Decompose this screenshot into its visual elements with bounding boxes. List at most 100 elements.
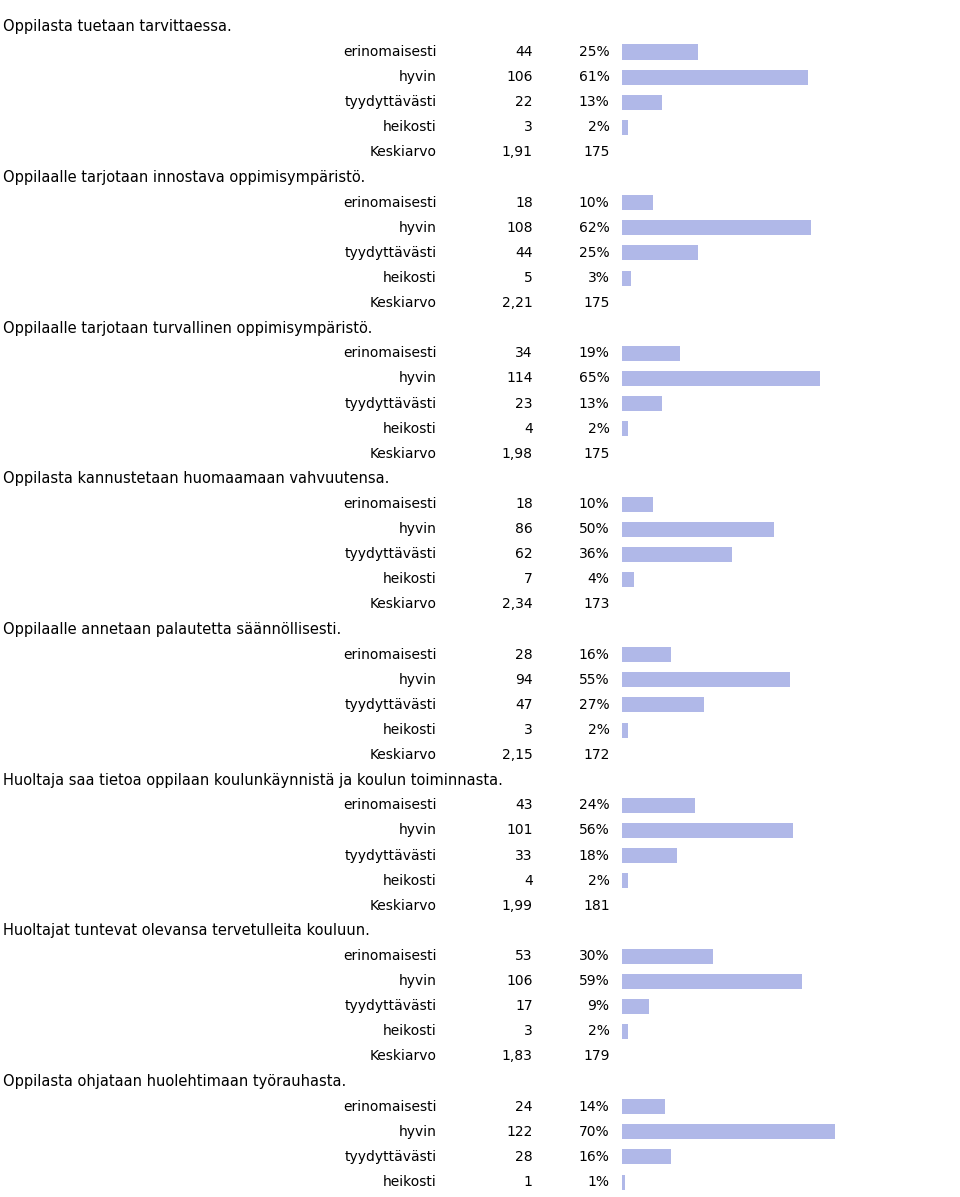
Text: 25%: 25% (579, 245, 610, 260)
Text: 1,98: 1,98 (502, 446, 533, 461)
Text: 2,15: 2,15 (502, 748, 533, 762)
Text: 175: 175 (584, 446, 610, 461)
Text: Huoltaja saa tietoa oppilaan koulunkäynnistä ja koulun toiminnasta.: Huoltaja saa tietoa oppilaan koulunkäynn… (3, 773, 503, 788)
Text: hyvin: hyvin (399, 974, 437, 989)
Text: 22: 22 (516, 96, 533, 109)
Text: 27%: 27% (579, 698, 610, 712)
Text: heikosti: heikosti (383, 572, 437, 587)
Text: heikosti: heikosti (383, 271, 437, 285)
Text: 50%: 50% (579, 522, 610, 536)
Bar (622, 44, 698, 60)
Text: Keskiarvo: Keskiarvo (370, 446, 437, 461)
Bar (622, 195, 653, 211)
Text: heikosti: heikosti (383, 723, 437, 737)
Text: heikosti: heikosti (383, 874, 437, 888)
Text: hyvin: hyvin (399, 824, 437, 838)
Text: erinomaisesti: erinomaisesti (344, 45, 437, 59)
Text: 65%: 65% (579, 371, 610, 385)
Text: 13%: 13% (579, 396, 610, 411)
Text: 16%: 16% (579, 1150, 610, 1163)
Bar (622, 522, 775, 536)
Text: 4: 4 (524, 421, 533, 436)
Text: heikosti: heikosti (383, 1175, 437, 1189)
Text: hyvin: hyvin (399, 71, 437, 84)
Text: 34: 34 (516, 346, 533, 360)
Text: 172: 172 (584, 748, 610, 762)
Bar (622, 421, 628, 436)
Bar (622, 346, 680, 361)
Text: Oppilasta tuetaan tarvittaessa.: Oppilasta tuetaan tarvittaessa. (3, 19, 231, 35)
Text: 55%: 55% (579, 673, 610, 687)
Text: 18: 18 (516, 497, 533, 511)
Text: Keskiarvo: Keskiarvo (370, 748, 437, 762)
Bar (622, 1149, 671, 1165)
Text: 16%: 16% (579, 648, 610, 662)
Text: Keskiarvo: Keskiarvo (370, 597, 437, 612)
Text: 5: 5 (524, 271, 533, 285)
Bar (622, 220, 811, 236)
Bar (622, 1174, 625, 1190)
Text: tyydyttävästi: tyydyttävästi (345, 96, 437, 109)
Text: Oppilaalle annetaan palautetta säännöllisesti.: Oppilaalle annetaan palautetta säännölli… (3, 622, 341, 637)
Bar (622, 998, 650, 1014)
Bar (622, 673, 789, 687)
Text: tyydyttävästi: tyydyttävästi (345, 245, 437, 260)
Text: 3: 3 (524, 121, 533, 134)
Bar (622, 572, 635, 587)
Text: 1: 1 (524, 1175, 533, 1189)
Bar (622, 1023, 628, 1039)
Text: 108: 108 (506, 220, 533, 235)
Text: erinomaisesti: erinomaisesti (344, 949, 437, 964)
Text: tyydyttävästi: tyydyttävästi (345, 698, 437, 712)
Text: 10%: 10% (579, 195, 610, 209)
Text: erinomaisesti: erinomaisesti (344, 798, 437, 813)
Bar (622, 371, 820, 385)
Text: 2%: 2% (588, 874, 610, 888)
Bar (622, 1099, 664, 1114)
Text: Oppilaalle tarjotaan innostava oppimisympäristö.: Oppilaalle tarjotaan innostava oppimisym… (3, 170, 365, 186)
Text: 179: 179 (583, 1050, 610, 1063)
Bar (622, 798, 695, 813)
Text: 2%: 2% (588, 723, 610, 737)
Text: 25%: 25% (579, 45, 610, 59)
Text: erinomaisesti: erinomaisesti (344, 195, 437, 209)
Text: tyydyttävästi: tyydyttävästi (345, 999, 437, 1014)
Text: 181: 181 (583, 899, 610, 913)
Text: 9%: 9% (588, 999, 610, 1014)
Text: 114: 114 (506, 371, 533, 385)
Text: 13%: 13% (579, 96, 610, 109)
Text: heikosti: heikosti (383, 421, 437, 436)
Text: 94: 94 (516, 673, 533, 687)
Text: erinomaisesti: erinomaisesti (344, 346, 437, 360)
Text: 53: 53 (516, 949, 533, 964)
Text: heikosti: heikosti (383, 1025, 437, 1038)
Bar (622, 723, 628, 737)
Bar (622, 648, 671, 662)
Text: 173: 173 (584, 597, 610, 612)
Text: Keskiarvo: Keskiarvo (370, 146, 437, 159)
Text: 44: 44 (516, 245, 533, 260)
Bar (622, 497, 653, 511)
Text: 175: 175 (584, 296, 610, 310)
Text: heikosti: heikosti (383, 121, 437, 134)
Text: 2,21: 2,21 (502, 296, 533, 310)
Text: 47: 47 (516, 698, 533, 712)
Text: hyvin: hyvin (399, 1125, 437, 1138)
Text: 4: 4 (524, 874, 533, 888)
Text: 17: 17 (516, 999, 533, 1014)
Text: 1,99: 1,99 (502, 899, 533, 913)
Text: 44: 44 (516, 45, 533, 59)
Bar (622, 948, 713, 964)
Text: 1,83: 1,83 (502, 1050, 533, 1063)
Text: 18: 18 (516, 195, 533, 209)
Text: tyydyttävästi: tyydyttävästi (345, 1150, 437, 1163)
Text: 106: 106 (506, 71, 533, 84)
Text: 62: 62 (516, 547, 533, 561)
Text: 33: 33 (516, 849, 533, 863)
Text: Keskiarvo: Keskiarvo (370, 1050, 437, 1063)
Text: 101: 101 (506, 824, 533, 838)
Text: 86: 86 (516, 522, 533, 536)
Text: 3%: 3% (588, 271, 610, 285)
Text: 3: 3 (524, 723, 533, 737)
Bar (622, 245, 698, 261)
